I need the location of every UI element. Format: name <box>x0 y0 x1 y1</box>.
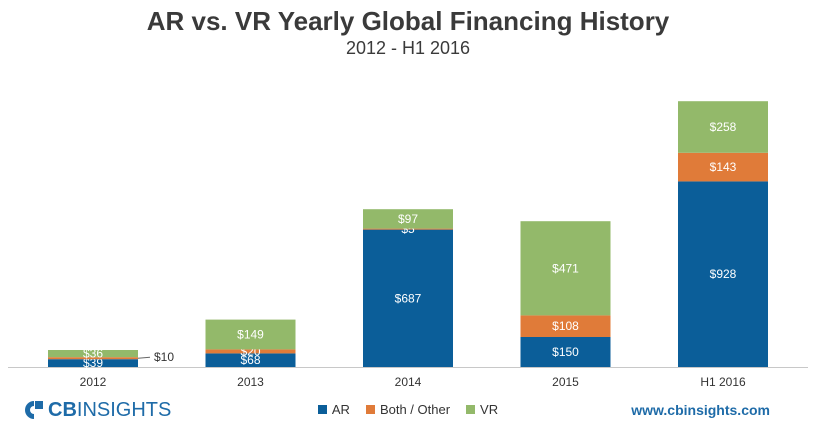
bar-vr-2015 <box>520 221 611 316</box>
data-label: $149 <box>237 328 264 342</box>
chart-legend: AR Both / Other VR <box>0 402 816 417</box>
logo-text: CBINSIGHTS <box>48 399 171 422</box>
data-label: $258 <box>710 120 737 134</box>
bar-ar-2015 <box>520 337 611 367</box>
data-label: $471 <box>552 261 579 275</box>
data-label: $928 <box>710 267 737 281</box>
bar-both-other-2015 <box>520 315 611 337</box>
legend-item-ar: AR <box>317 402 350 417</box>
bar-ar-2012 <box>48 359 138 367</box>
x-tick-label: 2013 <box>237 375 264 389</box>
legend-label-ar: AR <box>331 402 350 417</box>
data-label: $150 <box>552 345 579 359</box>
x-tick-label: 2015 <box>552 375 579 389</box>
legend-item-vr: VR <box>466 402 498 417</box>
data-label: $68 <box>240 353 260 367</box>
bar-both-other-2014 <box>363 228 453 230</box>
logo-text-light: INSIGHTS <box>76 398 172 421</box>
x-tick-label: 2012 <box>80 375 107 389</box>
data-label: $10 <box>154 350 174 364</box>
legend-swatch-ar <box>317 405 327 414</box>
data-label: $687 <box>395 291 422 305</box>
data-label: $36 <box>83 347 103 361</box>
bar-both-other-2012 <box>48 357 138 360</box>
data-label: $143 <box>710 160 737 174</box>
bar-vr-h1-2016 <box>678 101 768 153</box>
bar-both-other-h1-2016 <box>678 152 768 182</box>
bar-vr-2013 <box>205 319 296 350</box>
chart-subtitle: 2012 - H1 2016 <box>345 38 471 58</box>
data-label: $39 <box>83 356 103 370</box>
callout-line <box>137 356 151 359</box>
cb-insights-logo: CBINSIGHTS <box>24 398 171 422</box>
data-label: $97 <box>398 212 418 226</box>
data-label: $108 <box>552 319 579 333</box>
legend-swatch-vr <box>466 405 476 414</box>
bar-ar-h1-2016 <box>678 181 768 367</box>
legend-label-vr: VR <box>480 402 499 417</box>
logo-text-bold: CB <box>48 398 77 421</box>
legend-label-both-other: Both / Other <box>379 402 451 417</box>
bar-vr-2012 <box>48 350 138 358</box>
bar-vr-2014 <box>363 209 453 229</box>
legend-swatch-both-other <box>365 405 375 414</box>
bar-ar-2013 <box>205 353 296 367</box>
cb-logo-icon <box>25 401 43 419</box>
x-tick-label: H1 2016 <box>700 375 746 389</box>
bar-both-other-2013 <box>205 349 296 354</box>
legend-item-both-other: Both / Other <box>365 402 451 417</box>
bar-ar-2014 <box>363 229 453 367</box>
chart-title: AR vs. VR Yearly Global Financing Histor… <box>146 6 670 36</box>
x-tick-label: 2014 <box>395 375 422 389</box>
website-link[interactable]: www.cbinsights.com <box>631 402 770 418</box>
